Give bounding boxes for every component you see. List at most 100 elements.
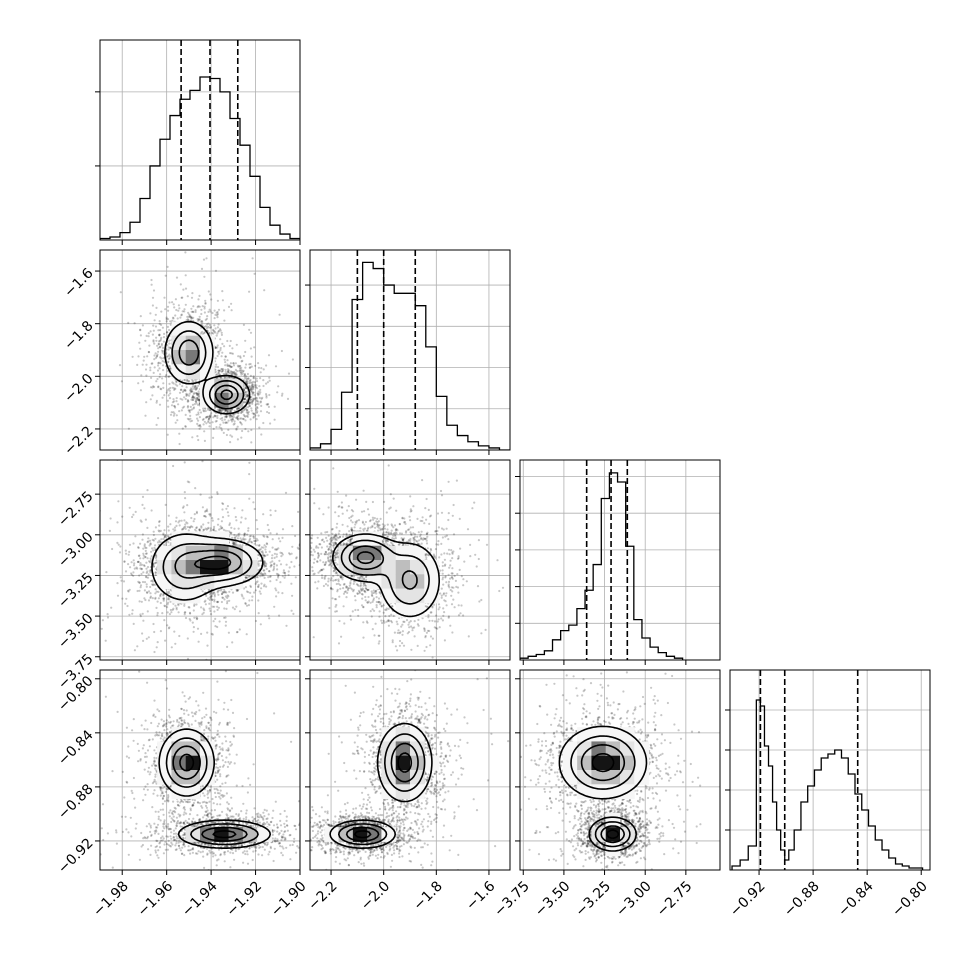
scatter-point [155,646,158,649]
scatter-point [243,398,246,401]
scatter-point [137,560,140,563]
scatter-point [161,346,165,349]
scatter-point [221,596,224,599]
scatter-point [250,387,253,390]
scatter-point [139,519,142,522]
scatter-point [265,382,268,385]
scatter-point [257,403,260,406]
scatter-point [214,313,217,316]
scatter-point [198,416,201,419]
scatter-point [116,521,119,524]
scatter-point [269,575,272,578]
scatter-point [239,521,242,524]
scatter-point [249,534,252,538]
scatter-point [214,346,218,349]
scatter-point [151,296,155,299]
scatter-point [141,363,144,366]
scatter-point [132,571,135,574]
scatter-point [157,364,160,367]
scatter-point [246,409,249,412]
scatter-point [220,520,223,523]
scatter-point [237,407,240,410]
scatter-point [225,507,228,510]
scatter-point [195,386,198,389]
scatter-point [187,400,190,403]
scatter-point [152,289,156,292]
scatter-point [213,407,217,410]
scatter-point [248,535,251,538]
scatter-point [160,388,163,391]
scatter-point [200,312,203,316]
scatter-point [167,529,170,532]
scatter-point [202,423,205,426]
scatter-point [206,510,209,513]
scatter-point [248,385,251,388]
scatter-point [202,514,206,518]
scatter-point [212,427,215,430]
scatter-point [197,394,200,397]
scatter-point [290,582,293,585]
scatter-point [216,314,219,317]
scatter-point [150,559,153,562]
scatter-point [244,419,247,422]
scatter-point [230,420,234,423]
scatter-point [195,397,198,400]
scatter-point [262,384,265,388]
scatter-point [184,287,188,290]
scatter-point [251,391,254,395]
scatter-point [169,544,172,547]
scatter-point [198,408,201,412]
scatter-point [192,316,195,319]
scatter-point [250,409,253,412]
scatter-point [276,391,279,394]
scatter-point [154,537,157,540]
scatter-point [259,466,261,468]
scatter-point [212,620,215,623]
scatter-point [177,403,180,406]
scatter-point [232,541,235,544]
scatter-point [143,581,147,584]
scatter-point [215,419,218,423]
scatter-point [227,305,231,308]
scatter-point [254,582,257,586]
scatter-point [254,619,258,623]
scatter-point [220,367,224,371]
scatter-point [281,536,284,540]
scatter-point [175,516,178,519]
scatter-point [171,301,174,304]
scatter-point [243,372,246,376]
scatter-point [159,529,162,533]
scatter-point [229,531,232,534]
scatter-point [155,339,158,342]
scatter-point [192,398,195,401]
scatter-point [169,392,172,395]
scatter-point [252,501,255,504]
scatter-point [258,590,261,593]
scatter-point [287,372,291,375]
scatter-point [129,566,132,569]
scatter-point [277,573,280,576]
scatter-point [275,532,278,535]
scatter-point [265,542,268,545]
scatter-point [269,509,272,512]
scatter-point [216,313,219,316]
scatter-point [170,611,173,614]
scatter-point [211,598,214,601]
scatter-point [255,384,258,387]
scatter-point [288,553,292,556]
scatter-point [180,519,183,522]
scatter-point [187,380,190,383]
scatter-point [280,349,283,353]
scatter-point [263,572,266,575]
scatter-point [203,311,206,314]
scatter-point [138,341,141,344]
scatter-point [260,404,263,407]
scatter-point [196,417,199,420]
scatter-point [207,290,210,293]
scatter-point [302,414,304,416]
scatter-point [222,528,225,532]
scatter-point [187,418,191,421]
scatter-point [200,606,203,609]
scatter-point [257,362,260,365]
scatter-point [257,599,260,602]
